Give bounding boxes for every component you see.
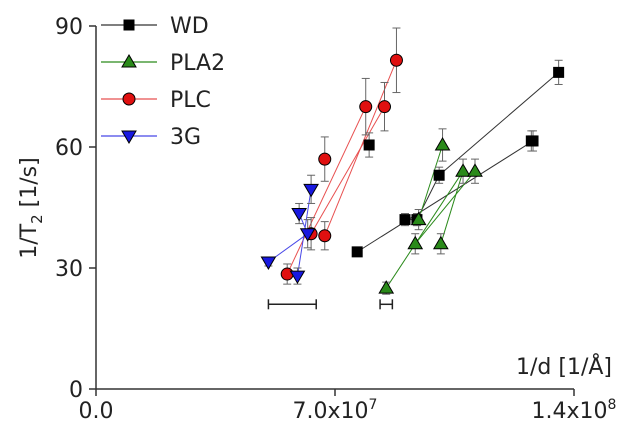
x-tick-exponent: 7 [369,397,378,413]
pla2-data-point [410,211,427,226]
legend: WD PLA2 PLC 3G [101,14,225,150]
3g-data-point [289,270,306,285]
axes [89,25,575,396]
3g-data-point [291,208,308,222]
x-tick-label: 7.0x107 [293,397,378,424]
pla2-data-point [378,280,395,294]
3g-data-point [260,256,277,270]
legend-label-3g: 3G [170,125,201,150]
pla2-data-point [407,235,424,250]
x-tick-label: 1.4x108 [532,397,617,424]
y-tick-label: 60 [55,136,83,161]
x-tick-exponent: 8 [608,397,617,413]
wd-data-point [525,135,537,147]
legend-label-pla2: PLA2 [170,51,225,76]
plc-data-point [359,100,373,114]
legend-label-plc: PLC [170,88,211,113]
pla2-data-point [467,163,483,177]
wd-data-point [399,214,411,226]
legend-marker-wd [123,19,135,31]
pla2-series-line [385,170,464,289]
legend-marker-3g [121,130,137,144]
legend-marker-pla2 [121,54,137,68]
3g-data-point [299,228,316,242]
y-axis-label: 1/T2 [1/s] [17,157,46,258]
axis-labels: 0.0 7.0x107 1.4x108 0 30 60 90 1/d [1/Å] 1/T2 [1… [17,15,616,424]
plc-data-point [389,53,403,67]
pla2-data-point [432,235,449,250]
plc-data-point [318,229,332,243]
plc-series-line [286,106,367,275]
pla2-series-line [440,171,464,244]
pla2-series-line [418,144,444,220]
wd-series-line [356,140,534,253]
pla2-data-point [455,163,471,177]
wd-data-point [351,246,363,258]
legend-marker-plc [122,92,136,106]
plc-data-point [318,152,332,166]
wd-data-point [433,169,445,181]
x-axis-label: 1/d [1/Å] [516,353,612,380]
wd-data-point [363,139,375,151]
3g-data-point [303,183,319,198]
y-tick-label: 90 [55,15,83,40]
wd-data-point [553,66,565,78]
plc-series-line [310,106,385,234]
x-tick-label: 0.0 [79,399,114,424]
wd-series-line [438,72,559,176]
y-tick-label: 0 [69,378,83,403]
y-tick-label: 30 [55,257,83,282]
pla2-series-line [414,170,476,245]
plc-series-line [324,60,397,236]
legend-label-wd: WD [170,14,209,39]
data-markers [260,53,565,294]
error-bars [264,27,563,310]
plc-data-point [280,267,294,281]
plc-data-point [378,100,392,114]
pla2-data-point [434,136,451,151]
